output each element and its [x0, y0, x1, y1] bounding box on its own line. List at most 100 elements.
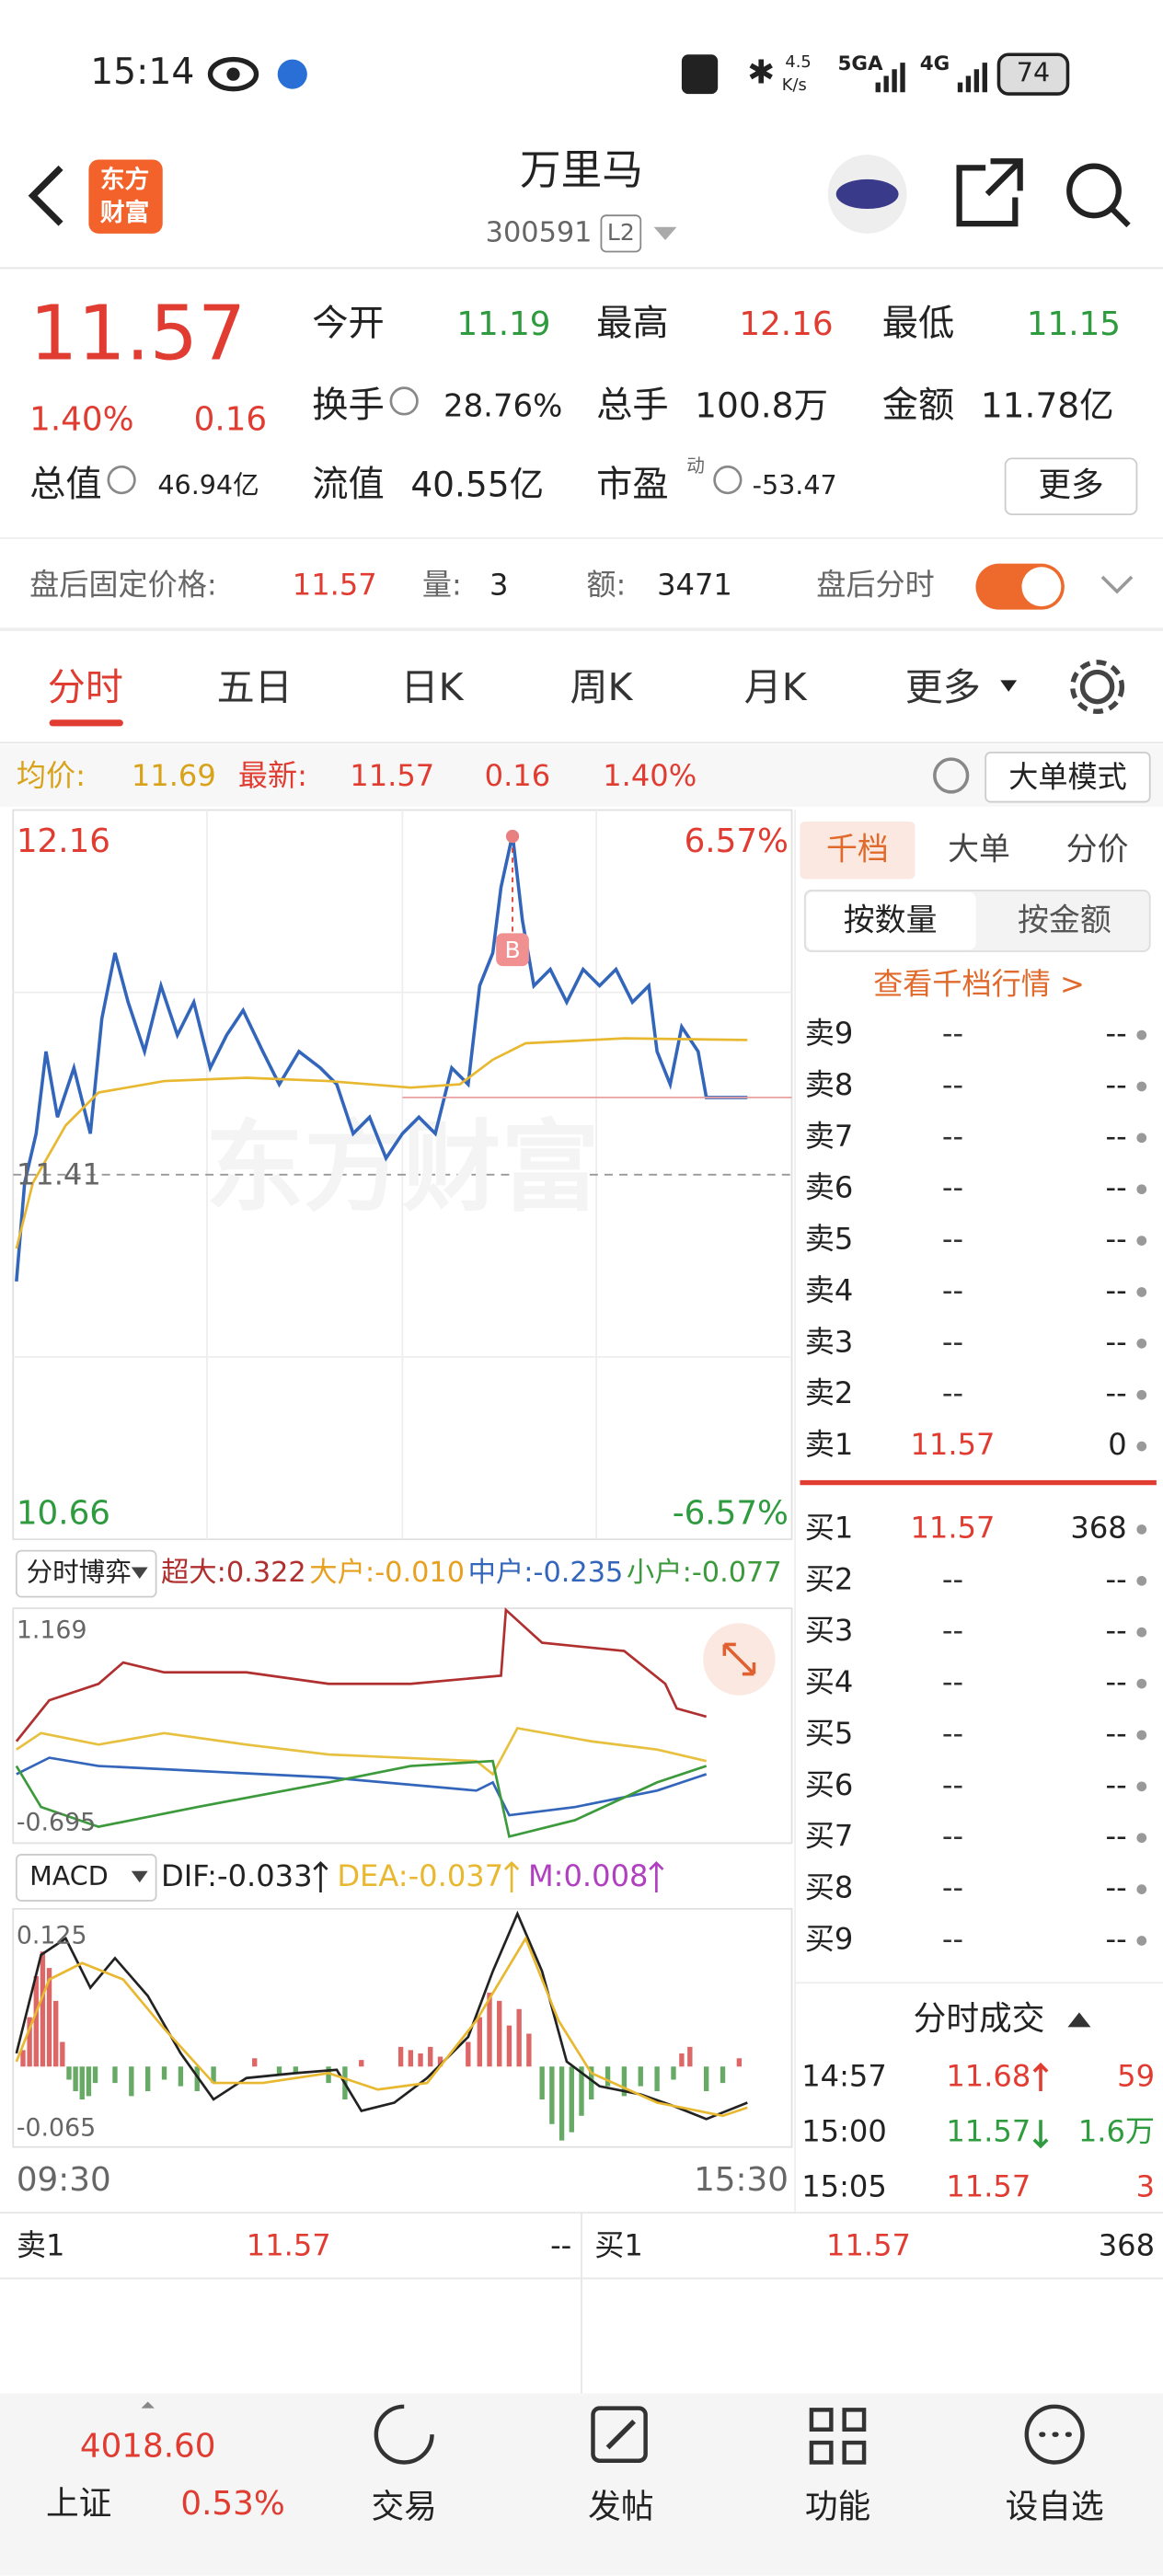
help-icon[interactable] — [933, 757, 970, 794]
field-label: 市盈 — [596, 464, 669, 505]
eye-icon — [207, 56, 259, 92]
book-dot — [1136, 1627, 1147, 1638]
dropdown — [131, 1870, 148, 1883]
trades-arrow[interactable] — [1067, 2012, 1091, 2028]
last: 11.57 — [350, 758, 434, 793]
book-vol: -- — [1106, 1272, 1127, 1307]
book-dot — [1136, 1081, 1147, 1092]
stock-name: 万里马 — [520, 146, 643, 194]
macd-item: DEA:-0.037 — [337, 1858, 503, 1893]
tab[interactable]: 月K — [744, 665, 808, 709]
book-dot — [1136, 1730, 1147, 1741]
book-dot — [1136, 1236, 1147, 1246]
field-value: 100.8万 — [695, 385, 828, 426]
index-pct: 0.53% — [180, 2485, 284, 2523]
flow-selector[interactable] — [15, 1549, 157, 1598]
tab[interactable]: 分时 — [48, 665, 123, 709]
last-label: 最新: — [238, 758, 307, 793]
macd-selector[interactable] — [15, 1854, 157, 1902]
more-button[interactable] — [1004, 457, 1138, 516]
amt: 3471 — [657, 568, 732, 603]
nav-item[interactable]: 功能 — [805, 2488, 870, 2525]
book-vol: -- — [1106, 1921, 1127, 1956]
change-pct: 1.40% — [603, 758, 697, 793]
macd-arrow — [313, 1860, 328, 1892]
settings-button[interactable] — [1079, 669, 1115, 705]
book-vol: -- — [1106, 1870, 1127, 1905]
tab[interactable]: 更多 — [905, 665, 981, 709]
post-icon — [605, 2419, 637, 2450]
toggle-label: 盘后分时 — [816, 568, 935, 603]
dropdown[interactable] — [653, 226, 677, 240]
macd-item: DIF:-0.033 — [161, 1858, 313, 1893]
toggle-knob — [1021, 567, 1062, 607]
book-vol: -- — [1106, 1324, 1127, 1359]
nav-item[interactable]: 交易 — [371, 2488, 436, 2525]
depth-link[interactable]: 查看千档行情 > — [873, 967, 1085, 1002]
book-vol: -- — [1106, 1767, 1127, 1802]
expand[interactable] — [1100, 575, 1134, 594]
flow-item: 小户:-0.077 — [627, 1557, 782, 1589]
logo — [88, 159, 163, 234]
trade-vol: 1.6万 — [1078, 2114, 1155, 2149]
axis-label: -0.065 — [17, 2114, 96, 2143]
flow-frame — [12, 1607, 793, 1845]
after-hours-label: 盘后固定价格: — [29, 568, 217, 603]
back-button[interactable] — [28, 165, 63, 226]
more-label: 更多 — [1038, 466, 1103, 504]
mode-button[interactable] — [985, 752, 1151, 803]
book-price: -- — [942, 1767, 963, 1802]
axis-label: 11.41 — [17, 1157, 101, 1192]
book-vol: -- — [1106, 1716, 1127, 1751]
trade-icon — [374, 2404, 434, 2465]
side-tab[interactable]: 千档 — [826, 832, 889, 868]
book-price: -- — [942, 1664, 963, 1699]
book-price: -- — [942, 1870, 963, 1905]
divider — [0, 537, 1163, 539]
macd-item: M:0.008 — [528, 1858, 649, 1893]
book-label: 买7 — [805, 1819, 854, 1854]
book-vol: -- — [1106, 1664, 1127, 1699]
field-label: 今开 — [312, 303, 385, 344]
book-dot — [1136, 1184, 1147, 1195]
field-label: 最高 — [596, 303, 669, 344]
flow-item: 超大:0.322 — [161, 1557, 306, 1589]
book-dot — [1136, 1884, 1147, 1894]
field-label: 流值 — [312, 464, 385, 505]
book-price: -- — [942, 1921, 963, 1956]
book-label: 卖7 — [805, 1119, 854, 1154]
nav-item[interactable]: 发帖 — [588, 2488, 653, 2525]
book-price: -- — [942, 1016, 963, 1051]
tab[interactable]: 周K — [570, 665, 633, 709]
book-dot — [1136, 1524, 1147, 1535]
field-value: 11.15 — [1027, 305, 1121, 343]
side-tab[interactable]: 分价 — [1066, 832, 1129, 868]
book-label: 卖9 — [805, 1016, 854, 1051]
book-divider — [800, 1479, 1157, 1486]
tab[interactable]: 五日 — [217, 665, 293, 709]
search-button[interactable] — [1066, 163, 1122, 219]
axis-label: 10.66 — [17, 1494, 110, 1532]
marker-badge — [496, 933, 529, 967]
book-vol: -- — [1106, 1375, 1127, 1410]
flow-item: 中户:-0.235 — [468, 1557, 624, 1589]
book-price: -- — [942, 1272, 963, 1307]
nav-item[interactable]: 设自选 — [1006, 2488, 1104, 2525]
side-tab[interactable]: 大单 — [948, 832, 1010, 868]
tab[interactable]: 日K — [401, 665, 465, 709]
search-button — [1110, 206, 1131, 228]
battery-level: 74 — [1017, 57, 1050, 88]
side-tab-active — [800, 821, 915, 880]
macd-arrow — [649, 1860, 664, 1892]
index-value[interactable]: 4018.60 — [80, 2427, 216, 2465]
book-price: 11.57 — [910, 1427, 995, 1462]
book-label: 卖8 — [805, 1067, 854, 1102]
field-value: 28.76% — [443, 388, 562, 424]
dropdown — [1000, 680, 1018, 692]
share-button[interactable] — [956, 158, 1023, 227]
field-value: 40.55亿 — [410, 464, 544, 504]
sub-tab[interactable]: 按金额 — [1018, 902, 1111, 937]
sub-tab[interactable]: 按数量 — [844, 902, 938, 937]
book-vol: 368 — [1070, 1510, 1126, 1545]
